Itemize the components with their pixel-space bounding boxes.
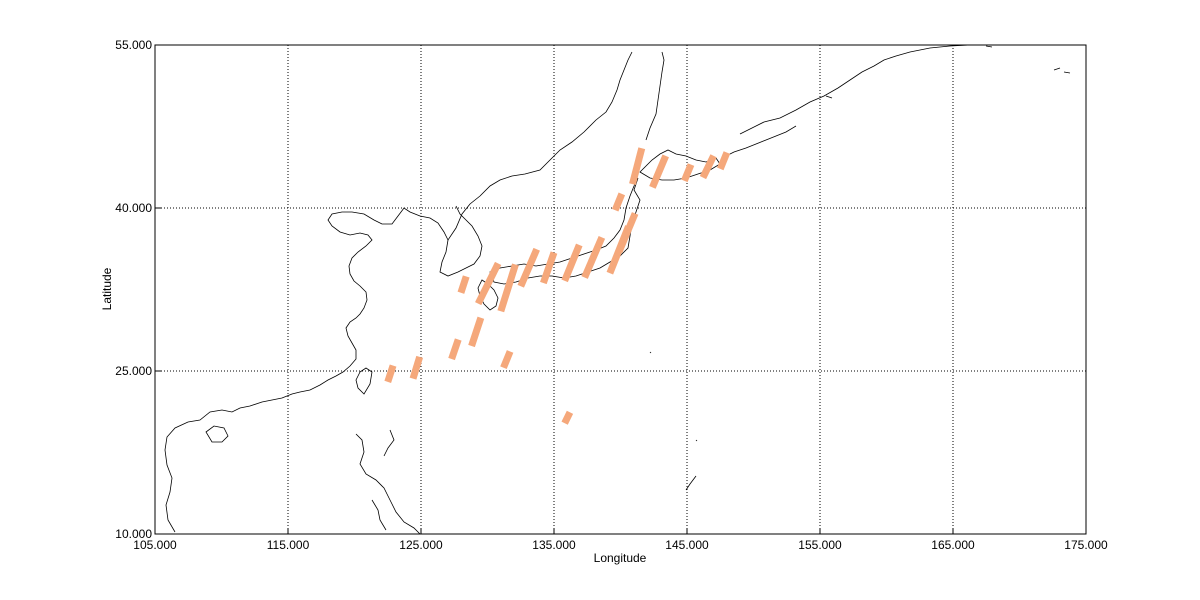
x-tick-label: 165.000: [931, 538, 975, 552]
plot-frame: [154, 44, 1087, 535]
y-axis-title: Latitude: [100, 267, 114, 310]
x-tick-label: 175.000: [1064, 538, 1108, 552]
y-tick-label: 10.000: [115, 527, 152, 541]
swath-segment: [384, 364, 397, 383]
y-tick-label: 25.000: [115, 364, 152, 378]
swath-segment: [615, 212, 639, 253]
coastlines: [164, 44, 1071, 535]
coastline-mainland-china: [164, 51, 633, 533]
swath-segment: [561, 410, 574, 425]
coastline-russia-east: [739, 44, 971, 135]
swath-segment: [611, 192, 626, 212]
swath-segment: [497, 263, 519, 313]
swath-segment: [581, 235, 606, 279]
coastline-hainan: [205, 425, 229, 443]
y-tick-labels: 10.000 25.000 40.000 55.000: [115, 38, 161, 541]
swath-segment: [457, 275, 470, 294]
y-tick-label: 40.000: [115, 201, 152, 215]
coastline-sakhalin: [645, 51, 665, 141]
swath-segment: [448, 338, 462, 361]
coastline-korea: [439, 205, 483, 277]
coastline-philippines: [355, 429, 421, 535]
coastline-taiwan: [355, 367, 373, 395]
coastline-kyushu: [477, 279, 499, 311]
swath-segment: [629, 147, 646, 185]
swath-segment: [561, 243, 583, 283]
x-tick-label: 105.000: [133, 538, 177, 552]
swaths: [384, 147, 731, 425]
swath-segment: [699, 154, 717, 180]
x-tick-label: 155.000: [798, 538, 842, 552]
swath-segment: [517, 247, 540, 288]
swath-segment: [475, 261, 502, 306]
swath-segment: [500, 350, 514, 370]
y-tick-label: 55.000: [115, 38, 152, 52]
coastline-kurils: [721, 125, 797, 159]
x-axis-title: Longitude: [594, 551, 647, 565]
x-tick-label: 125.000: [399, 538, 443, 552]
x-tick-label: 145.000: [665, 538, 709, 552]
x-tick-label: 135.000: [532, 538, 576, 552]
x-tick-label: 115.000: [267, 538, 310, 552]
swath-segment: [540, 251, 558, 285]
swath-segment: [649, 154, 669, 189]
swath-segment: [468, 316, 485, 348]
swath-segment: [717, 151, 731, 171]
axes: [154, 44, 1087, 535]
coastline-islands: [649, 45, 1071, 491]
x-tick-labels: 105.000 115.000 125.000 135.000 145.000 155.0…: [133, 528, 1108, 552]
gridlines: [155, 45, 1086, 534]
swath-segment: [681, 163, 695, 183]
coastline-japan-honshu: [489, 177, 641, 285]
swath-segment: [409, 355, 424, 380]
